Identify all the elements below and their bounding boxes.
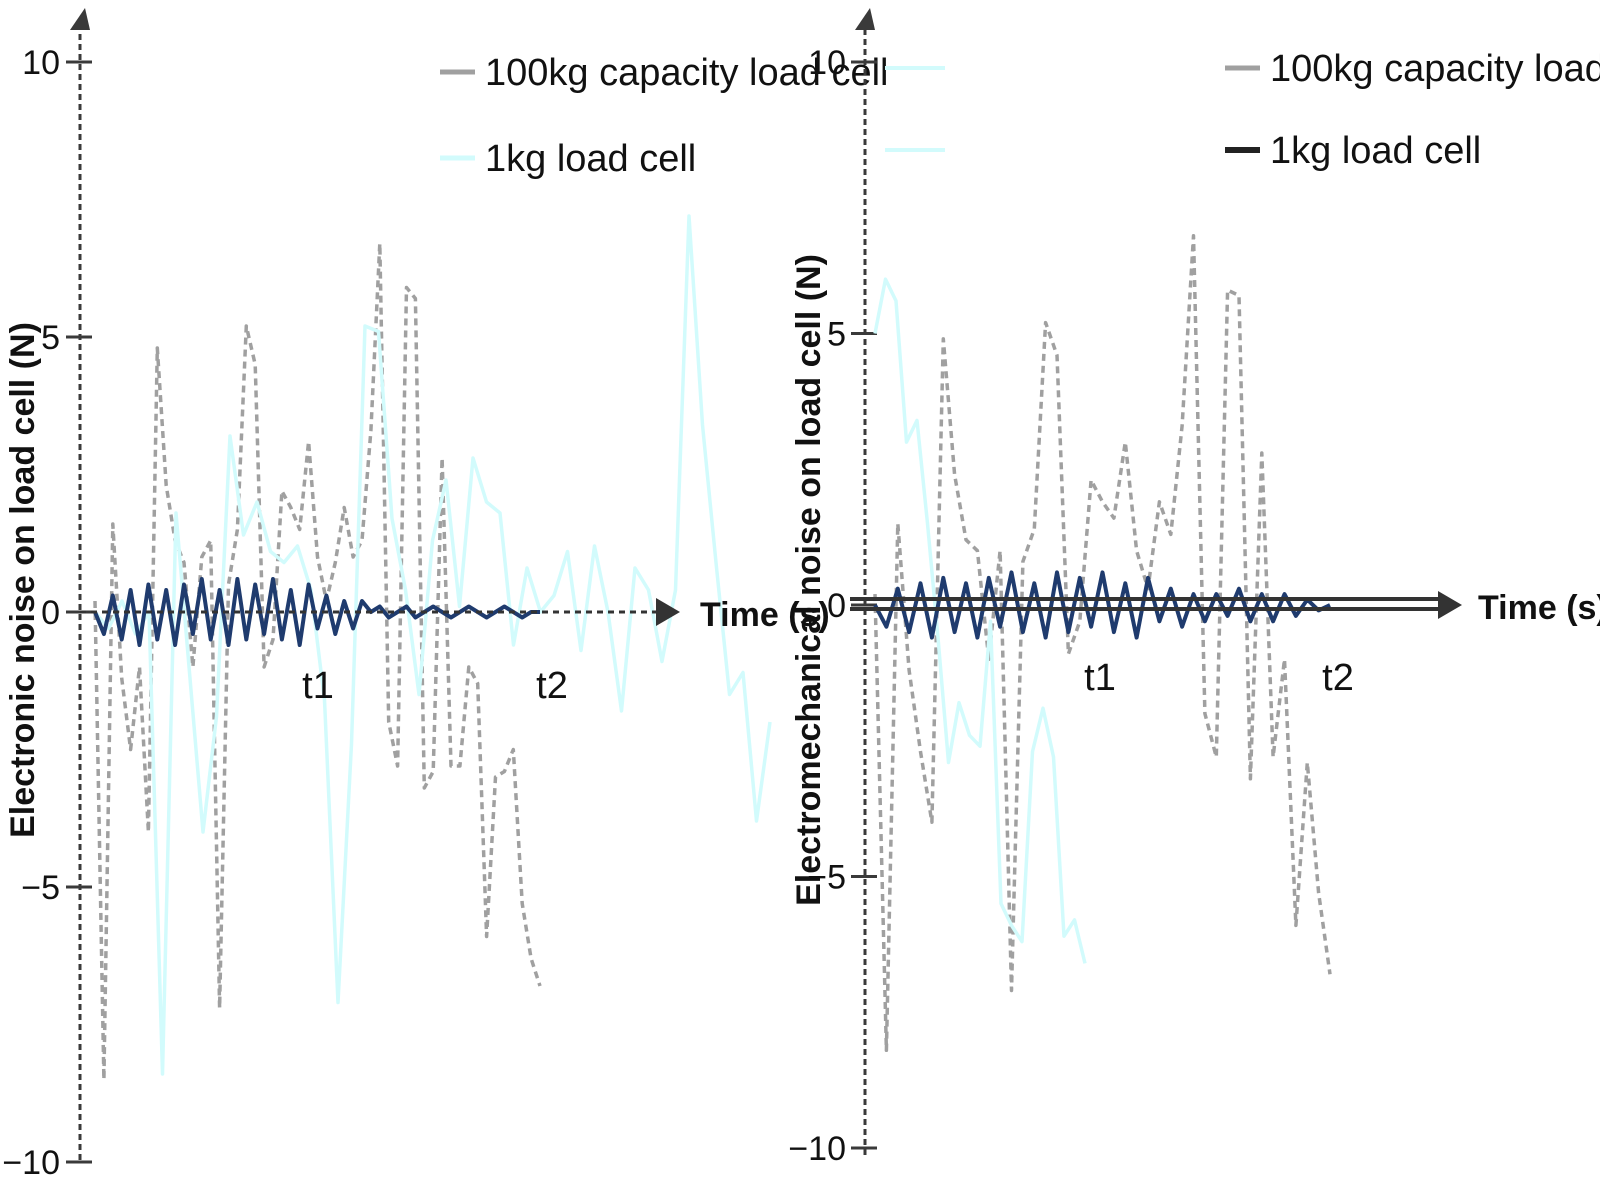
time-marker-label: t1 — [302, 665, 334, 707]
time-marker-label: t1 — [1084, 657, 1116, 699]
time-marker-label: t2 — [536, 665, 568, 707]
series-line-signal — [873, 570, 1331, 640]
series-line-1kg — [93, 214, 772, 1076]
y-tick-label: 0 — [41, 594, 60, 632]
y-axis-arrow — [70, 8, 90, 30]
legend-label: 1kg load cell — [485, 138, 696, 180]
series-line-100kg — [93, 241, 542, 1082]
time-marker-label: t2 — [1322, 657, 1354, 699]
legend-label: 100kg capacity load cell — [1270, 48, 1600, 90]
x-axis-title: Time (s) — [1478, 589, 1600, 627]
y-axis-title: Electromechanical noise on load cell (N) — [790, 254, 828, 906]
y-tick-label: 0 — [827, 587, 846, 625]
series-line-100kg — [873, 234, 1332, 1053]
y-tick-label: 5 — [41, 319, 60, 357]
series-line-signal — [93, 577, 540, 647]
x-axis-arrow — [656, 598, 680, 626]
y-tick-label: 10 — [22, 44, 60, 82]
panel-electronic-noise: 10 5 0 −5 −10 Electronic noise on load cell (… — [2, 8, 888, 1182]
legend-label: 1kg load cell — [1270, 130, 1481, 172]
y-tick-label: −5 — [807, 859, 846, 897]
y-axis-arrow — [855, 8, 875, 30]
y-tick-label: −10 — [2, 1144, 60, 1182]
legend-label: 100kg capacity load cell — [485, 52, 888, 94]
y-tick-label: 10 — [808, 44, 846, 82]
y-axis-title: Electronic noise on load cell (N) — [4, 322, 42, 838]
x-axis-title: Time (s) — [700, 596, 830, 634]
y-tick-label: 5 — [827, 316, 846, 354]
series-line-1kg — [873, 277, 1087, 964]
y-tick-label: −10 — [788, 1130, 846, 1168]
x-axis-arrow — [1438, 591, 1462, 619]
y-tick-label: −5 — [21, 869, 60, 907]
panel-electromechanical-noise: 10 5 0 −5 −10 Electromechanical noise on load… — [788, 8, 1600, 1168]
